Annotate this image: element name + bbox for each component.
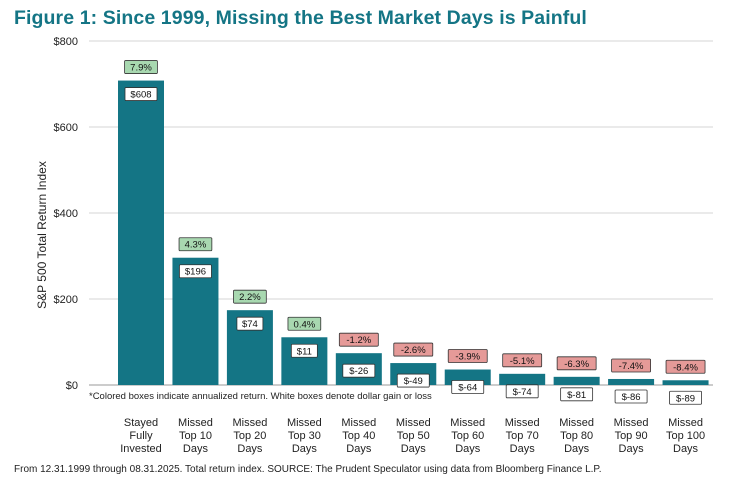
x-category-label: Missed bbox=[450, 417, 485, 429]
dollar-label: $74 bbox=[242, 319, 258, 330]
dollar-box bbox=[124, 87, 158, 101]
dollar-label: $-64 bbox=[458, 383, 477, 394]
x-category-label: Top 60 bbox=[451, 430, 484, 442]
dollar-box bbox=[505, 384, 539, 399]
y-tick-label: $400 bbox=[54, 208, 78, 220]
x-category-label: Days bbox=[183, 443, 209, 455]
x-category-label: Missed bbox=[559, 417, 594, 429]
y-tick-label: $200 bbox=[54, 294, 78, 306]
return-label: 7.9% bbox=[130, 63, 152, 74]
return-label: 2.2% bbox=[239, 292, 261, 303]
x-category-label: Days bbox=[346, 443, 372, 455]
x-category-label: Days bbox=[292, 443, 318, 455]
dollar-box bbox=[290, 343, 318, 358]
return-box bbox=[393, 342, 434, 357]
chart-title: Figure 1: Since 1999, Missing the Best M… bbox=[14, 7, 587, 29]
bar bbox=[118, 80, 164, 385]
return-label: -7.4% bbox=[619, 361, 644, 372]
x-category-label: Days bbox=[401, 443, 427, 455]
return-label: 0.4% bbox=[294, 319, 316, 330]
dollar-box bbox=[560, 387, 594, 402]
dollar-box bbox=[236, 316, 264, 331]
x-category-label: Missed bbox=[505, 417, 540, 429]
dollar-box bbox=[669, 390, 702, 405]
dollar-box bbox=[179, 264, 212, 279]
x-category-label: Days bbox=[564, 443, 590, 455]
return-box bbox=[287, 316, 322, 331]
return-label: -3.9% bbox=[455, 352, 480, 363]
return-box bbox=[447, 349, 488, 363]
x-category-label: Top 80 bbox=[560, 430, 593, 442]
x-category-label: Fully bbox=[129, 430, 153, 442]
x-category-label: Top 30 bbox=[288, 430, 321, 442]
dollar-label: $-26 bbox=[349, 366, 368, 377]
x-category-label: Top 50 bbox=[397, 430, 430, 442]
bar bbox=[662, 380, 709, 385]
y-tick-label: $0 bbox=[66, 380, 78, 392]
return-box bbox=[233, 289, 267, 304]
x-category-label: Top 40 bbox=[342, 430, 375, 442]
y-axis-label: S&P 500 Total Return Index bbox=[35, 161, 49, 309]
dollar-label: $-81 bbox=[567, 390, 586, 401]
return-box bbox=[611, 358, 651, 373]
return-box bbox=[338, 332, 379, 347]
bars: 7.9% $608 4.3% $196 2.2% $74 0.4% $11 -1.2% $-26 -… bbox=[118, 60, 709, 405]
return-label: -5.1% bbox=[510, 356, 535, 367]
x-category-label: Missed bbox=[341, 417, 376, 429]
bar bbox=[172, 257, 219, 385]
x-category-label: Top 20 bbox=[233, 430, 266, 442]
x-category-label: Missed bbox=[287, 417, 322, 429]
x-category-label: Missed bbox=[668, 417, 703, 429]
x-category-label: Top 10 bbox=[179, 430, 212, 442]
chart-note: *Colored boxes indicate annualized retur… bbox=[89, 391, 432, 402]
x-category-label: Days bbox=[455, 443, 481, 455]
x-category-label: Days bbox=[673, 443, 699, 455]
x-category-label: Days bbox=[510, 443, 536, 455]
return-label: -8.4% bbox=[673, 362, 698, 373]
x-category-label: Days bbox=[619, 443, 645, 455]
y-axis-ticks: $0 $200 $400 $600 $800 bbox=[54, 36, 78, 392]
dollar-box bbox=[614, 389, 648, 404]
return-label: 4.3% bbox=[185, 240, 207, 251]
y-tick-label: $800 bbox=[54, 36, 78, 48]
return-box bbox=[556, 356, 597, 371]
x-category-label: Days bbox=[237, 443, 263, 455]
dollar-label: $196 bbox=[185, 267, 206, 278]
return-label: -6.3% bbox=[564, 359, 589, 370]
bar bbox=[499, 373, 546, 385]
return-label: -2.6% bbox=[401, 345, 426, 356]
dollar-label: $-86 bbox=[622, 392, 641, 403]
return-box bbox=[502, 353, 543, 368]
dollar-label: $608 bbox=[130, 90, 151, 101]
x-category-label: Top 70 bbox=[506, 430, 539, 442]
x-category-label: Missed bbox=[614, 417, 649, 429]
return-box bbox=[124, 60, 158, 74]
x-category-label: Missed bbox=[396, 417, 431, 429]
dollar-label: $11 bbox=[297, 346, 312, 357]
bar bbox=[553, 376, 600, 385]
x-category-label: Missed bbox=[232, 417, 267, 429]
source-note: From 12.31.1999 through 08.31.2025. Tota… bbox=[14, 464, 602, 475]
x-category-label: Stayed bbox=[124, 417, 158, 429]
bar bbox=[608, 378, 655, 385]
return-box bbox=[665, 359, 706, 374]
x-category-label: Top 100 bbox=[666, 430, 705, 442]
dollar-box bbox=[396, 373, 430, 388]
x-category-label: Missed bbox=[178, 417, 213, 429]
dollar-box bbox=[342, 363, 376, 378]
return-label: -1.2% bbox=[346, 335, 371, 346]
dollar-label: $-89 bbox=[676, 393, 695, 404]
y-tick-label: $600 bbox=[54, 122, 78, 134]
dollar-label: $-49 bbox=[404, 376, 423, 387]
return-box bbox=[178, 237, 213, 252]
dollar-box bbox=[451, 380, 485, 394]
x-category-label: Top 90 bbox=[615, 430, 648, 442]
x-category-label: Invested bbox=[120, 443, 162, 455]
dollar-label: $-74 bbox=[513, 387, 532, 398]
